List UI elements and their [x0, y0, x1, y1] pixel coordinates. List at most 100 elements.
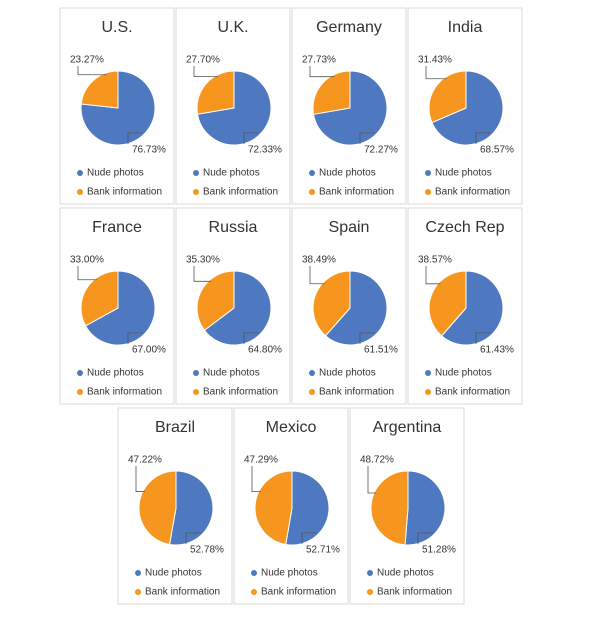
leader-line [417, 532, 433, 544]
chart-title: Germany [316, 19, 382, 36]
legend-marker [367, 570, 373, 576]
legend-marker [135, 570, 141, 576]
legend-marker [309, 170, 315, 176]
pie-slice [168, 470, 214, 546]
leader-line [359, 132, 375, 144]
legend-label: Bank information [435, 187, 510, 198]
legend-label: Bank information [203, 187, 278, 198]
data-label: 51.28% [422, 545, 456, 556]
data-label: 52.78% [190, 545, 224, 556]
leader-line [135, 466, 145, 492]
legend-marker [193, 389, 199, 395]
data-label: 47.22% [128, 455, 162, 466]
legend-label: Bank information [203, 387, 278, 398]
leader-line [251, 466, 261, 493]
chart-title: U.K. [217, 19, 248, 36]
leader-line [301, 532, 317, 544]
leader-line [367, 466, 377, 494]
legend-label: Bank information [319, 187, 394, 198]
legend-marker [193, 170, 199, 176]
data-label: 72.27% [364, 145, 398, 156]
leader-line [193, 66, 219, 78]
legend-label: Nude photos [261, 568, 318, 579]
pie-slice [254, 470, 293, 546]
leader-line [425, 266, 441, 285]
leader-line [425, 66, 447, 80]
legend-marker [251, 570, 257, 576]
data-label: 31.43% [418, 55, 452, 66]
data-label: 47.29% [244, 455, 278, 466]
data-label: 61.51% [364, 345, 398, 356]
pie-slice [285, 470, 330, 546]
legend-label: Nude photos [145, 568, 202, 579]
legend-marker [77, 370, 83, 376]
pie-slice [324, 270, 388, 346]
chart-title: Russia [209, 219, 258, 236]
legend-label: Bank information [261, 587, 336, 598]
data-label: 64.80% [248, 345, 282, 356]
pie-slice [138, 470, 177, 546]
legend-label: Bank information [435, 387, 510, 398]
legend-marker [309, 370, 315, 376]
legend-marker [193, 189, 199, 195]
leader-line [193, 266, 212, 282]
legend-label: Nude photos [377, 568, 434, 579]
legend-marker [425, 389, 431, 395]
leader-line [243, 332, 259, 344]
chart-title: Spain [329, 219, 370, 236]
legend-marker [77, 389, 83, 395]
data-label: 38.57% [418, 255, 452, 266]
data-label: 67.00% [132, 345, 166, 356]
legend-label: Nude photos [203, 368, 260, 379]
legend-label: Bank information [87, 387, 162, 398]
data-label: 61.43% [480, 345, 514, 356]
legend-marker [425, 189, 431, 195]
pie-slice [80, 70, 119, 109]
legend-label: Bank information [87, 187, 162, 198]
data-label: 27.73% [302, 55, 336, 66]
legend-label: Nude photos [319, 168, 376, 179]
leader-line [127, 132, 143, 144]
data-label: 33.00% [70, 255, 104, 266]
legend-marker [77, 170, 83, 176]
leader-line [243, 132, 259, 144]
legend-marker [77, 189, 83, 195]
pie-slice [440, 270, 504, 346]
pie-slice [431, 70, 504, 146]
data-label: 38.49% [302, 255, 336, 266]
chart-title: Czech Rep [425, 219, 504, 236]
legend-label: Bank information [377, 587, 452, 598]
data-label: 35.30% [186, 255, 220, 266]
pie-slice [196, 70, 235, 115]
data-label: 76.73% [132, 145, 166, 156]
pie-slice [196, 270, 235, 331]
legend-label: Nude photos [435, 168, 492, 179]
leader-line [309, 66, 335, 78]
data-label: 72.33% [248, 145, 282, 156]
data-label: 52.71% [306, 545, 340, 556]
pie-slice [84, 270, 156, 346]
leader-line [475, 132, 491, 144]
leader-line [185, 532, 201, 544]
leader-line [475, 332, 491, 344]
pie-slice [312, 270, 351, 337]
legend-label: Bank information [145, 587, 220, 598]
leader-line [359, 332, 375, 344]
legend-label: Nude photos [87, 368, 144, 379]
legend-marker [193, 370, 199, 376]
chart-title: France [92, 219, 142, 236]
pie-slice [428, 70, 467, 124]
legend-label: Nude photos [87, 168, 144, 179]
legend-label: Nude photos [435, 368, 492, 379]
data-label: 68.57% [480, 145, 514, 156]
legend-label: Nude photos [203, 168, 260, 179]
legend-marker [309, 389, 315, 395]
pie-slice [203, 270, 272, 346]
chart-title: India [448, 19, 483, 36]
chart-title: Mexico [266, 419, 317, 436]
data-label: 27.70% [186, 55, 220, 66]
legend-label: Bank information [319, 387, 394, 398]
chart-title: Argentina [373, 419, 442, 436]
leader-line [77, 66, 107, 76]
